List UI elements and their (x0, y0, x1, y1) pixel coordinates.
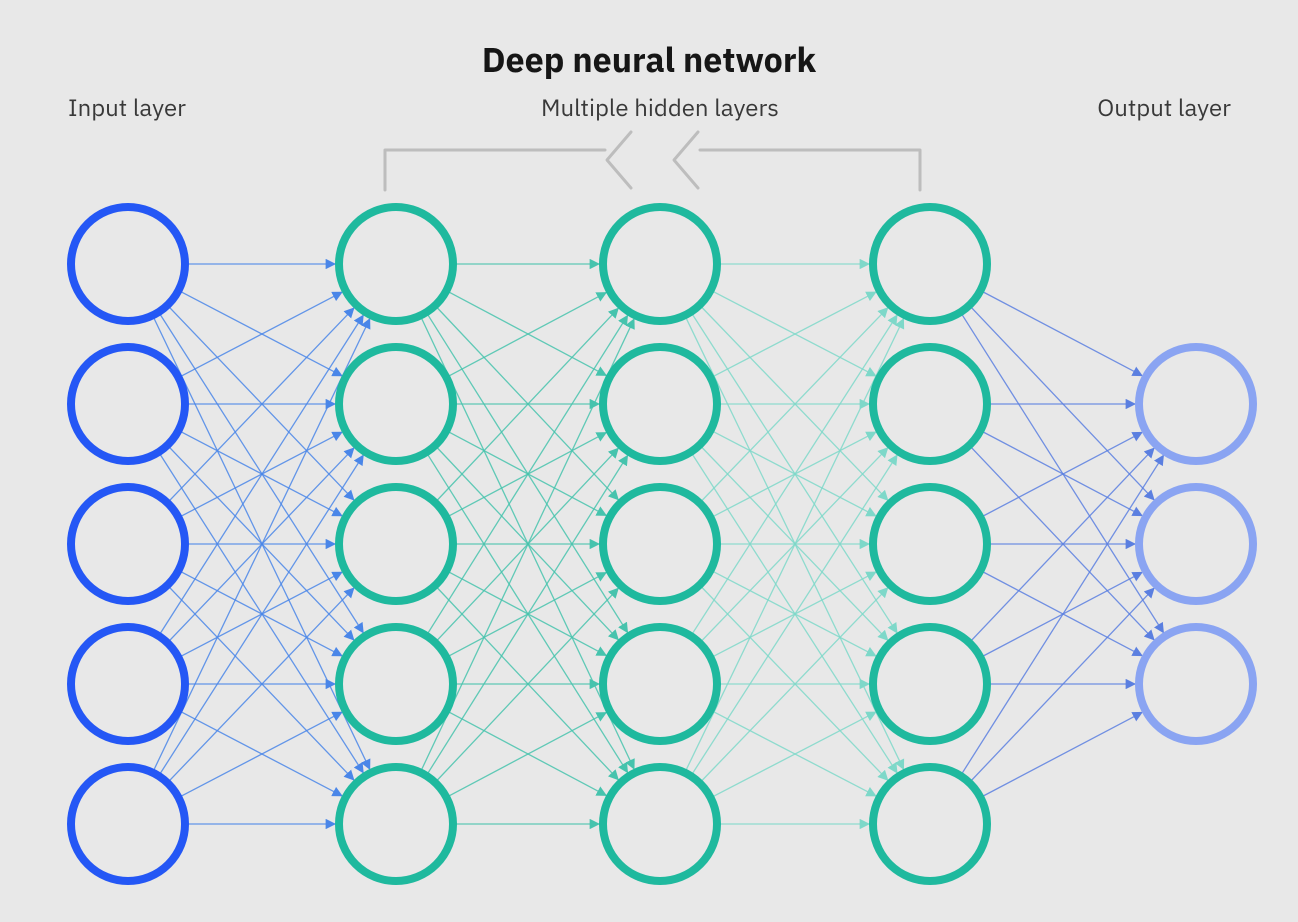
edge (980, 572, 1142, 657)
edge (980, 431, 1142, 516)
edge (179, 572, 342, 657)
hidden2-node (603, 767, 717, 881)
hidden1-node (339, 767, 453, 881)
labels-group: Input layer Multiple hidden layers Output … (68, 91, 1231, 123)
edge (711, 572, 876, 658)
edge (179, 570, 342, 655)
edge (446, 713, 606, 798)
hidden-layer-label: Multiple hidden layers (541, 91, 779, 123)
edge (711, 432, 876, 518)
input-node (71, 207, 185, 321)
edge (446, 293, 606, 378)
bracket-segment (607, 132, 631, 188)
edge (446, 571, 606, 656)
bracket-segment (674, 132, 698, 188)
edge (446, 711, 606, 796)
input-node (71, 767, 185, 881)
edge (179, 430, 342, 515)
edge (446, 291, 606, 376)
hidden3-node (873, 767, 987, 881)
network-svg: Input layer Multiple hidden layers Output … (0, 0, 1298, 922)
edge (980, 291, 1142, 376)
output-node (1139, 627, 1253, 741)
edge (426, 316, 627, 636)
hidden1-node (339, 207, 453, 321)
edge (159, 312, 364, 632)
edge (969, 588, 1154, 783)
edge (179, 432, 342, 517)
input-node (71, 347, 185, 461)
edge (446, 573, 606, 658)
edge (179, 292, 342, 377)
edge (159, 315, 364, 636)
edge (980, 432, 1142, 517)
edge (969, 305, 1154, 500)
hidden3-node (873, 207, 987, 321)
edge (961, 456, 1164, 776)
edge (711, 712, 876, 798)
input-node (71, 487, 185, 601)
output-node (1139, 347, 1253, 461)
edge (961, 312, 1164, 632)
edge (711, 710, 876, 796)
edge (159, 455, 364, 776)
edge (446, 431, 606, 516)
edge (179, 712, 342, 797)
edge (711, 430, 876, 516)
edge (711, 292, 876, 378)
input-node (71, 627, 185, 741)
edge (711, 290, 876, 376)
edge (980, 712, 1142, 797)
hidden2-node (603, 487, 717, 601)
edge (179, 290, 342, 375)
edge (426, 312, 627, 632)
edge (711, 570, 876, 656)
edge (691, 455, 897, 776)
hidden1-node (339, 487, 453, 601)
hidden2-node (603, 627, 717, 741)
hidden2-node (603, 347, 717, 461)
edge (691, 452, 897, 773)
edge (691, 312, 897, 633)
bracket-segment (700, 150, 920, 190)
edge (446, 433, 606, 518)
edge (980, 571, 1142, 656)
hidden1-node (339, 627, 453, 741)
edge (426, 452, 627, 772)
hidden-layers-bracket (385, 132, 920, 190)
output-node (1139, 487, 1253, 601)
hidden3-node (873, 627, 987, 741)
diagram-container: { "title": "Deep neural network", "title… (0, 0, 1298, 922)
hidden1-node (339, 347, 453, 461)
hidden3-node (873, 347, 987, 461)
edge (691, 315, 897, 636)
edge (159, 452, 364, 772)
edge (426, 456, 627, 776)
hidden2-node (603, 207, 717, 321)
input-layer-label: Input layer (68, 91, 186, 123)
output-layer-label: Output layer (1097, 91, 1231, 123)
bracket-segment (385, 150, 605, 190)
edge (179, 710, 342, 795)
hidden3-node (873, 487, 987, 601)
